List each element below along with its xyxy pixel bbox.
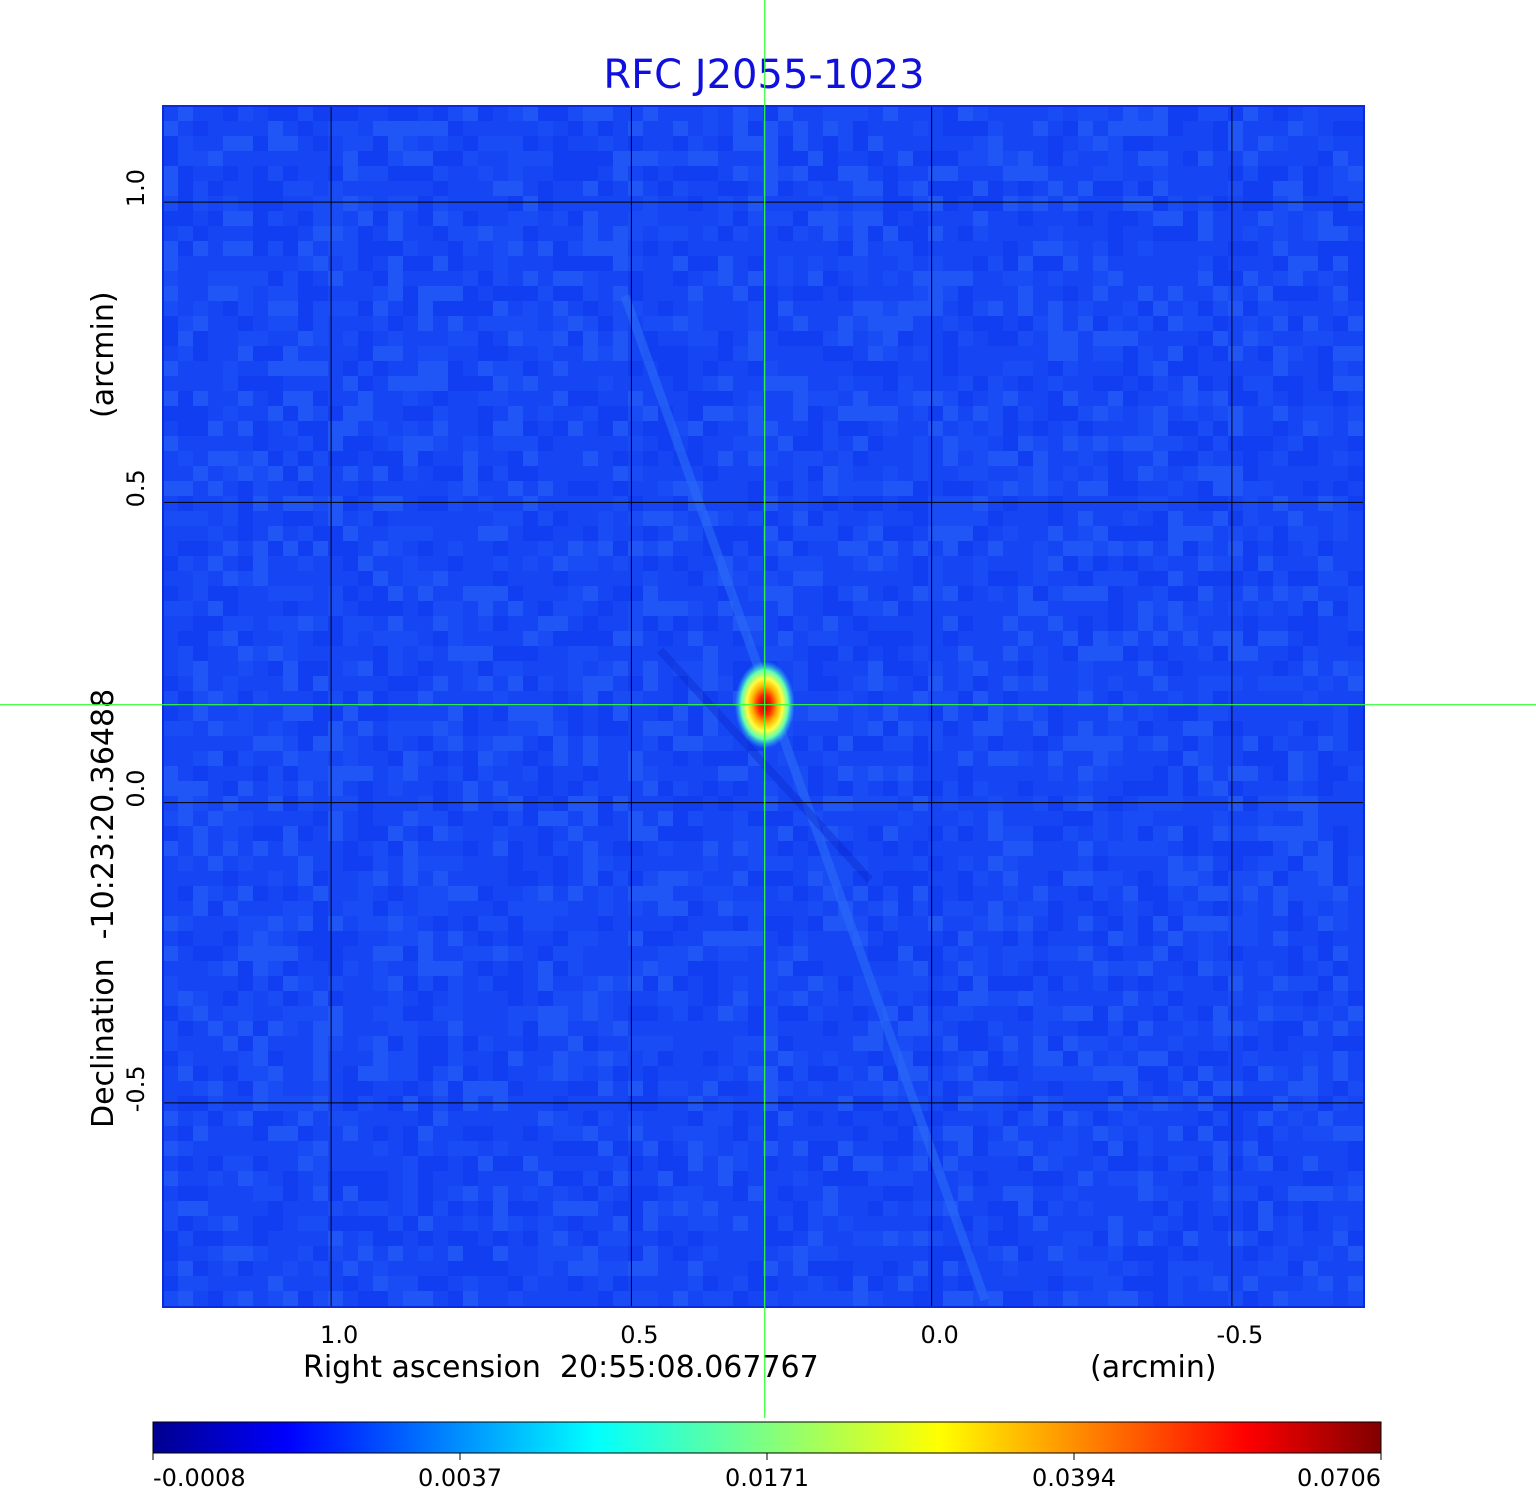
colorbar-tick-label: 0.0706 [1297,1464,1381,1492]
colorbar-tick-label: -0.0008 [153,1464,246,1492]
colorbar-tick-label: 0.0394 [1032,1464,1116,1492]
y-axis-unit: (arcmin) [86,291,121,418]
x-tick-labels: 1.0 0.5 0.0 -0.5 [320,1321,1263,1349]
x-tick-label: 1.0 [320,1321,358,1349]
y-tick-label: 0.0 [122,769,150,807]
plot-frame [162,105,1365,1308]
x-axis-unit: (arcmin) [1090,1350,1217,1385]
heatmap-noise-layer [163,106,1364,1307]
y-axis-label: Declination -10:23:20.36488 [86,689,121,1128]
colorbar-tick-labels: -0.0008 0.0037 0.0171 0.0394 0.0706 [152,1453,1382,1492]
x-tick-label: 0.5 [620,1321,658,1349]
y-tick-label: 0.5 [122,469,150,507]
x-tick-label: 0.0 [921,1321,959,1349]
y-tick-label: 1.0 [122,169,150,207]
x-axis-label: Right ascension 20:55:08.067767 [303,1350,819,1385]
y-tick-labels: 1.0 0.5 0.0 -0.5 [122,169,150,1112]
x-tick-label: -0.5 [1216,1321,1263,1349]
crosshair [0,0,1536,1418]
colorbar-tick-label: 0.0171 [725,1464,809,1492]
y-tick-label: -0.5 [122,1065,150,1112]
colorbar-tick-label: 0.0037 [418,1464,502,1492]
heatmap-plot-area [163,106,1364,1307]
chart-title: RFC J2055-1023 [603,52,924,98]
grid-lines [163,106,1364,1307]
colorbar [152,1421,1382,1454]
